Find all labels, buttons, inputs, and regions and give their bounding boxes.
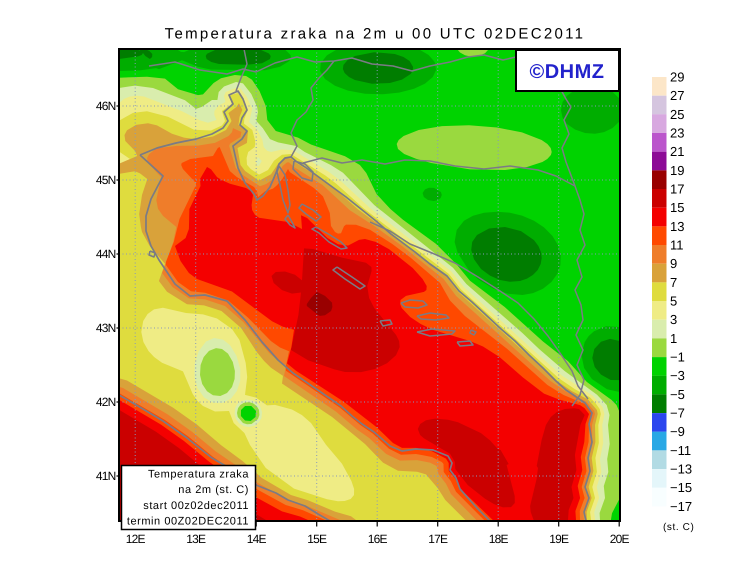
svg-text:−3: −3 [670,368,685,383]
svg-text:16E: 16E [368,532,388,546]
svg-text:12E: 12E [126,532,146,546]
svg-text:5: 5 [670,294,677,309]
svg-text:termin 00Z02DEC2011: termin 00Z02DEC2011 [127,516,249,528]
svg-text:7: 7 [670,275,677,290]
svg-text:−15: −15 [670,480,692,495]
svg-text:3: 3 [670,312,677,327]
svg-text:46N: 46N [96,99,116,113]
svg-text:1: 1 [670,331,677,346]
svg-text:43N: 43N [96,321,116,335]
svg-text:18E: 18E [489,532,509,546]
svg-text:17: 17 [670,182,684,197]
svg-text:41N: 41N [96,469,116,483]
svg-text:14E: 14E [247,532,267,546]
svg-text:42N: 42N [96,395,116,409]
svg-text:−11: −11 [670,443,691,458]
svg-text:(st. C): (st. C) [663,522,694,533]
svg-text:−17: −17 [670,499,692,514]
svg-text:13E: 13E [186,532,206,546]
svg-text:13: 13 [670,219,684,234]
svg-text:15E: 15E [307,532,327,546]
svg-text:23: 23 [670,126,684,141]
svg-text:29: 29 [670,70,684,85]
svg-text:Temperatura zraka na 2m u 00 U: Temperatura zraka na 2m u 00 UTC 02DEC20… [165,26,586,43]
svg-text:Temperatura zraka: Temperatura zraka [148,469,249,481]
svg-text:15: 15 [670,200,684,215]
svg-text:21: 21 [670,144,684,159]
svg-text:−9: −9 [670,424,685,439]
svg-text:44N: 44N [96,247,116,261]
svg-text:©DHMZ: ©DHMZ [530,61,605,83]
svg-text:19E: 19E [549,532,569,546]
svg-text:9: 9 [670,256,677,271]
svg-text:na 2m (st. C): na 2m (st. C) [178,484,249,496]
svg-text:17E: 17E [428,532,448,546]
svg-text:−1: −1 [670,350,685,365]
svg-text:19: 19 [670,163,684,178]
svg-text:20E: 20E [610,532,630,546]
svg-text:start 00z02dec2011: start 00z02dec2011 [143,500,249,512]
svg-text:−7: −7 [670,406,685,421]
svg-text:11: 11 [670,238,684,253]
svg-text:25: 25 [670,107,684,122]
svg-text:27: 27 [670,88,684,103]
svg-text:45N: 45N [96,173,116,187]
svg-text:−13: −13 [670,462,692,477]
svg-text:−5: −5 [670,387,685,402]
